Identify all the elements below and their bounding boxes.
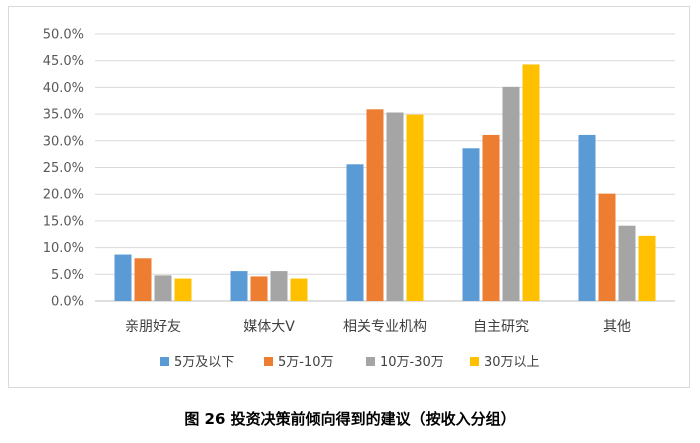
legend-item: 5万-10万 — [264, 355, 334, 370]
legend-swatch — [470, 357, 479, 366]
x-category-label: 亲朋好友 — [125, 319, 181, 335]
bar-chart: 0.0% 5.0% 10.0% 15.0% 20.0% 25.0% 30.0% 35.0% 40… — [43, 28, 675, 370]
y-tick-label: 50.0% — [43, 28, 84, 43]
legend-swatch — [366, 357, 375, 366]
figure-caption: 图 26 投资决策前倾向得到的建议（按收入分组） — [184, 410, 516, 428]
x-axis: 亲朋好友 媒体大V 相关专业机构 自主研究 其他 — [125, 319, 631, 335]
x-category-label: 自主研究 — [473, 319, 529, 335]
bar — [638, 235, 656, 301]
gridlines — [95, 33, 675, 302]
x-category-label: 相关专业机构 — [343, 319, 427, 335]
legend-label: 10万-30万 — [380, 355, 444, 370]
y-tick-label: 35.0% — [43, 108, 84, 123]
bar — [290, 278, 308, 301]
bar — [406, 114, 424, 301]
y-tick-label: 5.0% — [51, 268, 84, 283]
y-tick-label: 10.0% — [43, 241, 84, 256]
legend-swatch — [160, 357, 169, 366]
bar — [502, 86, 520, 301]
bar — [366, 109, 384, 301]
bar — [346, 164, 364, 301]
y-tick-label: 15.0% — [43, 214, 84, 229]
legend-swatch — [264, 357, 273, 366]
y-tick-label: 20.0% — [43, 188, 84, 203]
legend-item: 5万及以下 — [160, 355, 234, 370]
bar — [482, 134, 500, 301]
bar — [618, 225, 636, 301]
bar — [154, 275, 172, 301]
bar — [114, 254, 132, 301]
bar — [598, 193, 616, 301]
bar — [578, 134, 596, 301]
bar — [386, 112, 404, 301]
y-tick-label: 45.0% — [43, 54, 84, 69]
bar — [250, 276, 268, 301]
y-axis: 0.0% 5.0% 10.0% 15.0% 20.0% 25.0% 30.0% 35.0% 40… — [43, 28, 84, 310]
y-tick-label: 25.0% — [43, 161, 84, 176]
y-tick-label: 0.0% — [51, 295, 84, 310]
y-tick-label: 30.0% — [43, 134, 84, 149]
bar — [522, 64, 540, 301]
bars — [114, 64, 656, 301]
bar — [462, 148, 480, 301]
bar — [134, 258, 152, 301]
x-category-label: 媒体大V — [243, 319, 295, 335]
bar — [174, 278, 192, 301]
legend-item: 10万-30万 — [366, 355, 444, 370]
bar — [270, 271, 288, 301]
legend-label: 5万及以下 — [174, 355, 234, 370]
y-tick-label: 40.0% — [43, 81, 84, 96]
legend-label: 30万以上 — [484, 355, 540, 370]
legend: 5万及以下 5万-10万 10万-30万 30万以上 — [160, 355, 540, 370]
x-category-label: 其他 — [603, 319, 631, 335]
legend-item: 30万以上 — [470, 355, 540, 370]
bar — [230, 271, 248, 301]
legend-label: 5万-10万 — [278, 355, 334, 370]
